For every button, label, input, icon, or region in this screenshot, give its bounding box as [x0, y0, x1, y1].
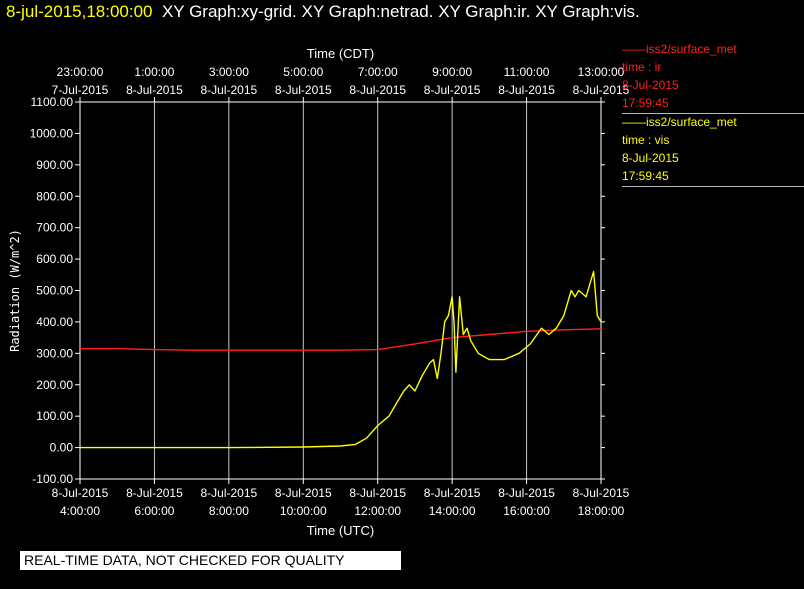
- x-tick-date-label: 8-Jul-2015: [126, 486, 183, 500]
- legend-vis-name: ——iss2/surface_met: [622, 115, 737, 129]
- chart-header: 8-jul-2015,18:00:00 XY Graph:xy-grid. XY…: [6, 2, 640, 22]
- legend-ir-date: 8-Jul-2015: [622, 78, 679, 92]
- legend-separator: [622, 186, 804, 187]
- legend-separator: [622, 113, 804, 114]
- top-tick-date-label: 8-Jul-2015: [126, 83, 183, 97]
- y-tick-label: 600.00: [36, 252, 73, 266]
- top-axis-title: Time (CDT): [307, 46, 374, 61]
- header-timestamp: 8-jul-2015,18:00:00: [6, 2, 153, 21]
- y-tick-label: 300.00: [36, 346, 73, 360]
- y-tick-label: 800.00: [36, 189, 73, 203]
- y-tick-label: 200.00: [36, 378, 73, 392]
- y-tick-label: 500.00: [36, 284, 73, 298]
- x-tick-time-label: 14:00:00: [429, 504, 476, 518]
- legend-entry-vis: ——iss2/surface_met time : vis 8-Jul-2015…: [622, 113, 804, 187]
- series-line-ir: [80, 328, 602, 351]
- y-tick-label: 400.00: [36, 315, 73, 329]
- y-tick-label: 700.00: [36, 221, 73, 235]
- x-tick-date-label: 8-Jul-2015: [275, 486, 332, 500]
- top-tick-time-label: 9:00:00: [432, 65, 472, 79]
- top-tick-date-label: 8-Jul-2015: [275, 83, 332, 97]
- x-tick-date-label: 8-Jul-2015: [349, 486, 406, 500]
- top-tick-date-label: 8-Jul-2015: [498, 83, 555, 97]
- x-tick-date-label: 8-Jul-2015: [201, 486, 258, 500]
- top-tick-time-label: 23:00:00: [57, 65, 104, 79]
- y-tick-label: 900.00: [36, 158, 73, 172]
- top-tick-date-label: 8-Jul-2015: [424, 83, 481, 97]
- legend-entry-ir: ——iss2/surface_met time : ir 8-Jul-2015 …: [622, 40, 804, 114]
- legend-ir-var: time : ir: [622, 60, 662, 74]
- legend-vis-time: 17:59:45: [622, 169, 669, 183]
- top-tick-date-label: 8-Jul-2015: [573, 83, 630, 97]
- y-tick-label: 100.00: [36, 409, 73, 423]
- y-tick-label: 1000.00: [30, 126, 74, 140]
- x-tick-date-label: 8-Jul-2015: [498, 486, 555, 500]
- top-tick-time-label: 7:00:00: [358, 65, 398, 79]
- top-tick-date-label: 8-Jul-2015: [349, 83, 406, 97]
- x-tick-time-label: 6:00:00: [134, 504, 174, 518]
- x-tick-date-label: 8-Jul-2015: [573, 486, 630, 500]
- x-tick-time-label: 12:00:00: [354, 504, 401, 518]
- y-tick-label: 1100.00: [31, 95, 74, 109]
- top-tick-time-label: 3:00:00: [209, 65, 249, 79]
- legend-ir-time: 17:59:45: [622, 96, 669, 110]
- x-tick-time-label: 10:00:00: [280, 504, 327, 518]
- top-tick-time-label: 1:00:00: [134, 65, 174, 79]
- quality-notice: REAL-TIME DATA, NOT CHECKED FOR QUALITY: [20, 551, 401, 570]
- top-tick-time-label: 11:00:00: [504, 65, 550, 79]
- legend-vis-var: time : vis: [622, 133, 670, 147]
- header-graph-list: XY Graph:xy-grid. XY Graph:netrad. XY Gr…: [161, 2, 640, 21]
- x-tick-date-label: 8-Jul-2015: [424, 486, 481, 500]
- series-line-vis: [80, 270, 602, 449]
- top-tick-date-label: 8-Jul-2015: [201, 83, 258, 97]
- x-tick-time-label: 16:00:00: [503, 504, 550, 518]
- y-tick-label: 0.00: [50, 441, 74, 455]
- legend-ir-name: ——iss2/surface_met: [622, 42, 737, 56]
- x-tick-date-label: 8-Jul-2015: [52, 486, 109, 500]
- x-tick-time-label: 18:00:00: [578, 504, 625, 518]
- x-tick-time-label: 4:00:00: [60, 504, 100, 518]
- x-axis-title: Time (UTC): [307, 523, 374, 538]
- top-tick-date-label: 7-Jul-2015: [52, 83, 109, 97]
- y-axis-title: Radiation (W/m^2): [8, 229, 22, 352]
- top-tick-time-label: 5:00:00: [283, 65, 323, 79]
- legend-vis-date: 8-Jul-2015: [622, 151, 679, 165]
- top-tick-time-label: 13:00:00: [578, 65, 625, 79]
- x-tick-time-label: 8:00:00: [209, 504, 249, 518]
- y-tick-label: -100.00: [32, 472, 73, 486]
